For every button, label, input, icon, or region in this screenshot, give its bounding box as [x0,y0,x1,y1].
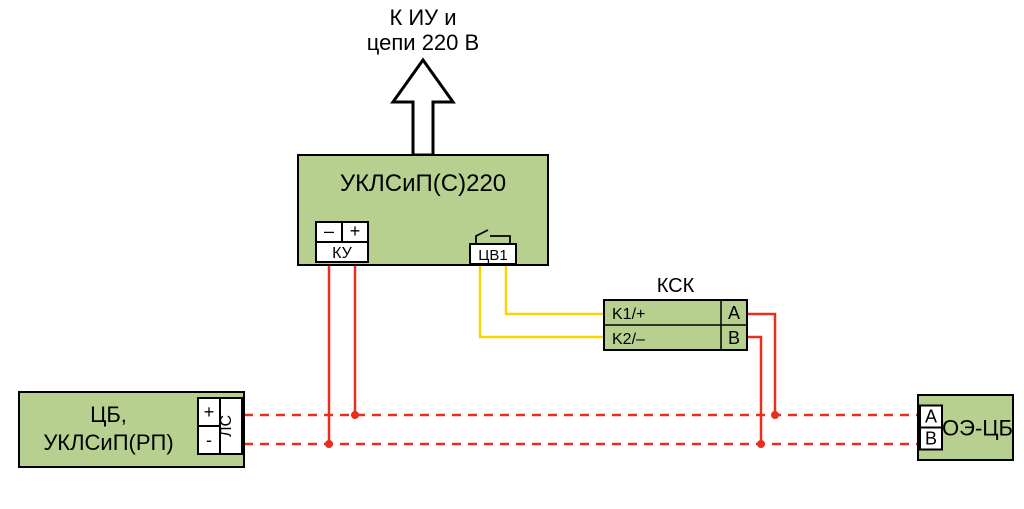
top-label-1: К ИУ и [389,5,456,30]
svg-text:+: + [204,402,215,422]
ksk-k1: K1/+ [612,306,645,323]
svg-text:B: B [925,429,937,449]
wire-cv1-k1 [506,265,604,314]
arrow-up [393,60,453,155]
svg-text:B: B [728,328,740,348]
left-block-line1: ЦБ, [90,402,127,427]
svg-text:+: + [350,221,361,241]
svg-text:–: – [324,221,334,241]
ku-label: КУ [332,245,353,262]
ksk-k2: K2/– [612,331,645,348]
ksk-title: КСК [657,275,695,297]
wire-cv1-k2 [480,265,604,337]
right-block-label: ОЭ-ЦБ [942,416,1013,441]
cv1-label: ЦВ1 [478,247,507,264]
left-block-line2: УКЛСиП(РП) [43,430,173,455]
lc-label: ЛС [218,415,235,437]
svg-text:-: - [206,430,212,450]
svg-text:A: A [728,303,740,323]
main-block-title: УКЛСиП(C)220 [340,170,506,197]
top-label-2: цепи 220 В [367,30,479,55]
svg-text:A: A [925,407,937,427]
wire-ksk-b [747,337,761,444]
